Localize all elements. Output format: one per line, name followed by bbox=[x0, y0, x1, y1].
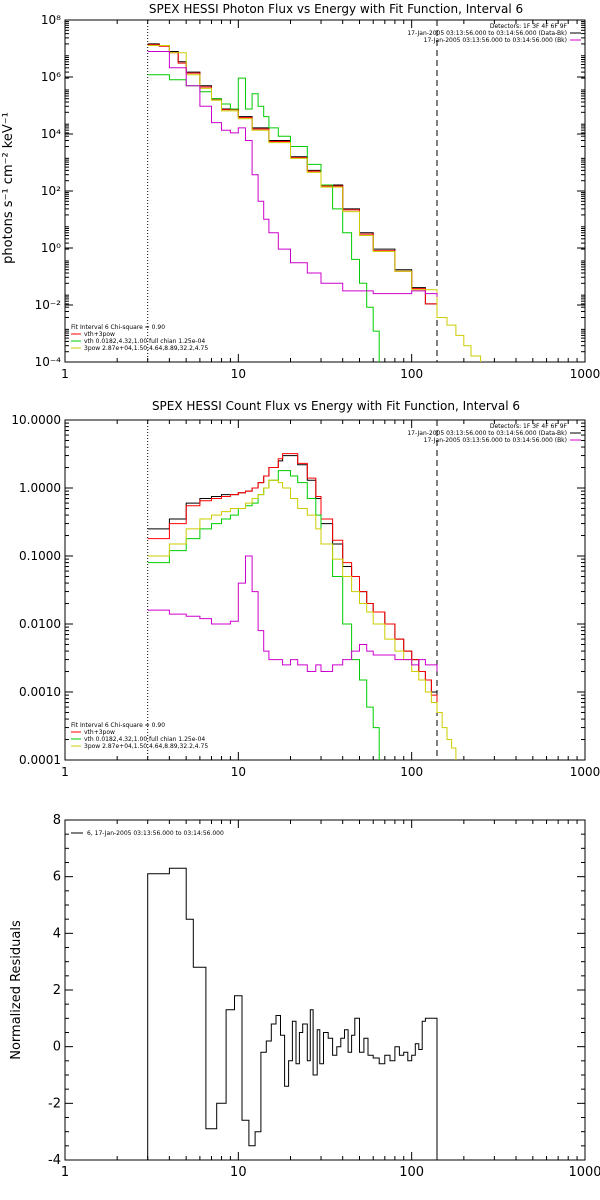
x-tick-label: 1 bbox=[61, 367, 69, 381]
x-tick-label: 1000 bbox=[570, 367, 600, 381]
y-tick-label: 4 bbox=[53, 926, 61, 941]
y-tick-label: 10⁴ bbox=[41, 127, 61, 141]
axes: 1 10 100 1000 -4 -2 0 2 4 6 8 bbox=[48, 813, 600, 1180]
legend-top-entry: Detectors: 1F 3F 4F 6F 9F bbox=[490, 23, 568, 30]
legend-top-entry: 17-Jan-2005 03:13:56.000 to 03:14:56.000… bbox=[424, 37, 567, 44]
x-tick-label: 10 bbox=[230, 1165, 247, 1180]
y-tick-label: -4 bbox=[48, 1153, 61, 1168]
y-tick-label: 0.0010 bbox=[19, 685, 61, 699]
x-tick-label: 100 bbox=[400, 367, 423, 381]
axes: 1 10 100 1000 10⁻⁴ 10⁻² 10⁰ 10² 10⁴ 10⁶ 10⁸ bbox=[35, 13, 600, 381]
legend-bottom-entry: Fit Interval 6 Chi-square = 0.90 bbox=[71, 324, 165, 331]
chart-title: SPEX HESSI Count Flux vs Energy with Fit… bbox=[152, 399, 520, 413]
y-tick-label: 0.0001 bbox=[19, 753, 61, 767]
legend-bottom-entry: vth 0.0182,4.32,1.00 full chian 1.25e-04 bbox=[84, 736, 205, 743]
y-axis-label: photons s⁻¹ cm⁻² keV⁻¹ bbox=[1, 112, 16, 264]
legend-bottom-entry: vth+3pow bbox=[84, 729, 115, 736]
y-tick-label: 0.0100 bbox=[19, 617, 61, 631]
legend-top-entry: 17-Jan-2005 03:13:56.000 to 03:14:56.000… bbox=[407, 430, 567, 437]
axes: 1 10 100 1000 0.0001 0.0010 0.0100 0.1000 1.0000… bbox=[11, 413, 600, 779]
y-tick-label: 0.1000 bbox=[19, 549, 61, 563]
y-tick-label: 10⁶ bbox=[41, 70, 61, 84]
legend-bottom-entry: 3pow 2.87e+04,1.50,4.64,8.89,32.2,4.75 bbox=[84, 743, 208, 750]
series-line bbox=[147, 51, 438, 297]
legend-entry: 6, 17-Jan-2005 03:13:56.000 to 03:14:56.… bbox=[87, 830, 224, 837]
series-line bbox=[147, 453, 438, 708]
legend-bottom-entry: 3pow 2.87e+04,1.50,4.64,8.89,32.2,4.75 bbox=[84, 345, 208, 352]
series-line bbox=[147, 479, 457, 760]
legend-bottom-entry: vth+3pow bbox=[84, 331, 115, 338]
chart-title: SPEX HESSI Photon Flux vs Energy with Fi… bbox=[149, 2, 523, 16]
plot-frame bbox=[64, 19, 586, 363]
residuals-panel: Normalized Residuals 1 10 100 1000 -4 -2 0 2 4 6 8… bbox=[9, 813, 600, 1180]
legend-top-entry: Detectors: 1F 3F 4F 6F 9F bbox=[490, 423, 568, 430]
y-tick-label: 10⁸ bbox=[41, 13, 61, 27]
series-line bbox=[147, 867, 438, 1160]
x-tick-label: 1 bbox=[61, 1165, 69, 1180]
y-tick-label: 2 bbox=[53, 983, 61, 998]
y-tick-label: 10⁻⁴ bbox=[35, 355, 62, 369]
legend-top-entry: 17-Jan-2005 03:13:56.000 to 03:14:56.000… bbox=[407, 30, 567, 37]
series-line bbox=[147, 43, 438, 312]
y-tick-label: 8 bbox=[53, 813, 61, 828]
series-line bbox=[147, 45, 482, 362]
plot-frame bbox=[64, 419, 586, 761]
legend-bottom-entry: vth 0.0182,4.32,1.00 full chian 1.25e-04 bbox=[84, 338, 205, 345]
x-tick-label: 10 bbox=[231, 765, 246, 779]
count-flux-panel: SPEX HESSI Count Flux vs Energy with Fit… bbox=[11, 399, 600, 779]
y-tick-label: 1.0000 bbox=[19, 481, 61, 495]
y-tick-label: 10.0000 bbox=[11, 413, 61, 427]
series-line bbox=[147, 555, 438, 672]
y-tick-label: 10⁻² bbox=[35, 298, 62, 312]
x-tick-label: 10 bbox=[231, 367, 246, 381]
y-tick-label: 0 bbox=[53, 1040, 61, 1055]
x-tick-label: 100 bbox=[399, 1165, 424, 1180]
y-tick-label: 6 bbox=[53, 870, 61, 885]
legend-top-entry: 17-Jan-2005 03:13:56.000 to 03:14:56.000… bbox=[424, 437, 567, 444]
x-tick-label: 1000 bbox=[568, 1165, 600, 1180]
y-tick-label: 10² bbox=[41, 184, 61, 198]
plot-frame bbox=[64, 819, 586, 1161]
series-line bbox=[147, 455, 438, 703]
photon-flux-panel: SPEX HESSI Photon Flux vs Energy with Fi… bbox=[1, 2, 600, 381]
y-tick-label: 10⁰ bbox=[41, 241, 61, 255]
series-line bbox=[147, 470, 380, 760]
x-tick-label: 100 bbox=[400, 765, 423, 779]
x-tick-label: 1 bbox=[61, 765, 69, 779]
y-tick-label: -2 bbox=[48, 1096, 61, 1111]
x-tick-label: 1000 bbox=[570, 765, 600, 779]
y-axis-label: Normalized Residuals bbox=[9, 920, 24, 1060]
legend-bottom-entry: Fit Interval 6 Chi-square = 0.90 bbox=[71, 722, 165, 729]
